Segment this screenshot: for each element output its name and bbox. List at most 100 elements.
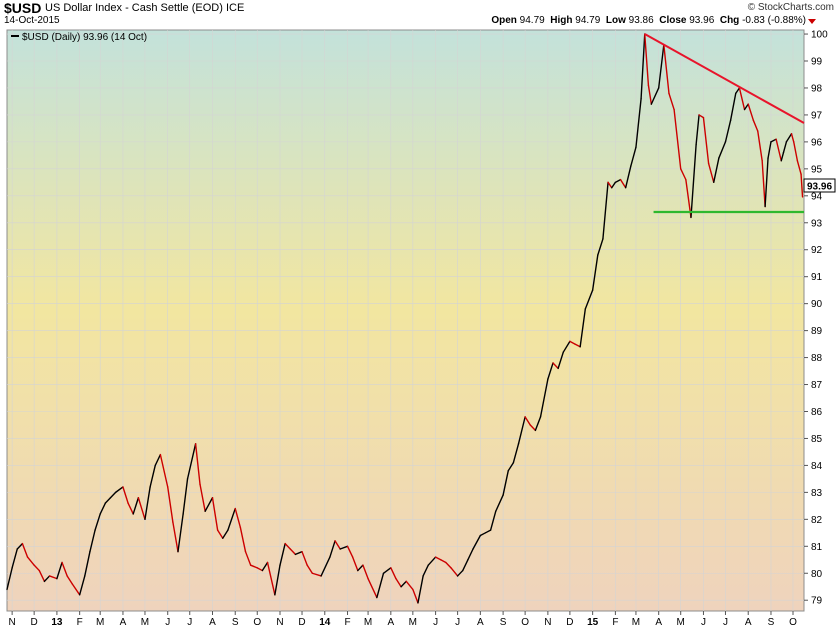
price-segment	[56, 561, 63, 580]
y-tick-label: 80	[811, 569, 823, 580]
price-segment	[89, 529, 96, 553]
price-segment	[657, 44, 665, 89]
down-arrow-icon	[808, 19, 816, 24]
price-segment	[668, 92, 675, 111]
price-segment	[489, 510, 497, 531]
x-tick-label: D	[298, 617, 305, 628]
price-segment	[149, 464, 156, 488]
price-segment	[602, 181, 609, 240]
price-segment	[127, 502, 134, 515]
price-segment	[529, 424, 537, 432]
price-segment	[132, 497, 140, 515]
price-segment	[619, 178, 627, 189]
price-segment	[467, 548, 474, 561]
price-segment	[752, 119, 759, 132]
price-segment	[707, 162, 715, 184]
x-tick-label: A	[655, 617, 662, 628]
price-segment	[244, 550, 252, 566]
price-segment	[614, 178, 622, 184]
price-segment	[630, 146, 637, 167]
price-segment	[702, 116, 710, 165]
price-segment	[211, 497, 219, 531]
price-segment	[479, 532, 487, 537]
price-segment	[204, 497, 214, 512]
price-segment	[713, 157, 720, 184]
y-tick-label: 84	[811, 461, 823, 472]
price-segment	[440, 559, 447, 564]
x-tick-label: J	[433, 617, 438, 628]
price-segment	[512, 443, 520, 464]
y-tick-label: 97	[811, 110, 823, 121]
price-segment	[484, 529, 492, 534]
price-segment	[547, 362, 554, 380]
price-segment	[434, 556, 442, 561]
y-tick-label: 94	[811, 191, 823, 202]
price-segment	[351, 556, 359, 572]
price-segment	[780, 151, 785, 162]
price-segment	[534, 416, 542, 432]
x-tick-label: M	[141, 617, 149, 628]
price-segment	[584, 289, 594, 310]
x-tick-label: D	[31, 617, 38, 628]
x-tick-label: 15	[587, 617, 599, 628]
price-segment	[405, 580, 414, 591]
price-segment	[673, 108, 682, 170]
y-tick-label: 93	[811, 218, 823, 229]
price-segment	[234, 507, 242, 529]
x-tick-label: S	[768, 617, 775, 628]
price-segment	[427, 556, 437, 566]
price-segment	[6, 567, 13, 591]
x-tick-label: A	[120, 617, 127, 628]
y-tick-label: 87	[811, 380, 823, 391]
price-segment	[367, 577, 378, 599]
price-segment	[390, 567, 397, 580]
x-tick-label: 13	[51, 617, 63, 628]
price-segment	[462, 559, 469, 572]
x-tick-label: M	[364, 617, 372, 628]
price-segment	[417, 575, 424, 604]
price-segment	[767, 141, 772, 159]
price-segment	[747, 103, 755, 122]
price-segment	[507, 462, 515, 472]
x-axis: N D 13 F M A M J J A S O N D 14 F M A M J J A S O N D 15 F M A M J J A S O	[9, 611, 797, 628]
price-segment	[644, 33, 650, 86]
price-segment	[785, 133, 793, 143]
ticker-symbol: $USD	[4, 0, 42, 16]
price-segment	[266, 561, 276, 596]
price-segment	[472, 534, 482, 550]
x-tick-label: J	[165, 617, 170, 628]
y-tick-label: 98	[811, 83, 823, 94]
price-segment	[735, 87, 741, 95]
price-series	[6, 33, 804, 604]
y-tick-label: 86	[811, 407, 823, 418]
x-tick-label: M	[677, 617, 685, 628]
x-tick-label: N	[544, 617, 551, 628]
legend: $USD (Daily) 93.96 (14 Oct)	[11, 32, 147, 43]
price-segment	[33, 564, 40, 572]
price-segment	[99, 502, 107, 515]
price-segment	[579, 308, 587, 348]
price-segment	[104, 497, 112, 504]
x-tick-label: J	[455, 617, 460, 628]
price-segment	[84, 550, 91, 577]
price-segment	[400, 580, 407, 588]
price-segment	[761, 160, 766, 208]
y-tick-label: 95	[811, 164, 823, 175]
y-tick-label: 96	[811, 137, 823, 148]
x-tick-label: M	[632, 617, 640, 628]
price-segment	[764, 157, 769, 208]
x-tick-label: J	[701, 617, 706, 628]
price-segment	[597, 238, 604, 256]
price-segment	[724, 119, 732, 143]
price-segment	[782, 141, 788, 154]
x-tick-label: O	[253, 617, 261, 628]
price-segment	[320, 556, 331, 577]
chart-header: $USD US Dollar Index - Cash Settle (EOD)…	[0, 0, 840, 30]
price-segment	[334, 540, 341, 550]
y-tick-label: 88	[811, 353, 823, 364]
price-segment	[640, 33, 646, 100]
price-segment	[647, 84, 653, 105]
y-tick-label: 90	[811, 299, 823, 310]
price-segment	[61, 561, 68, 577]
